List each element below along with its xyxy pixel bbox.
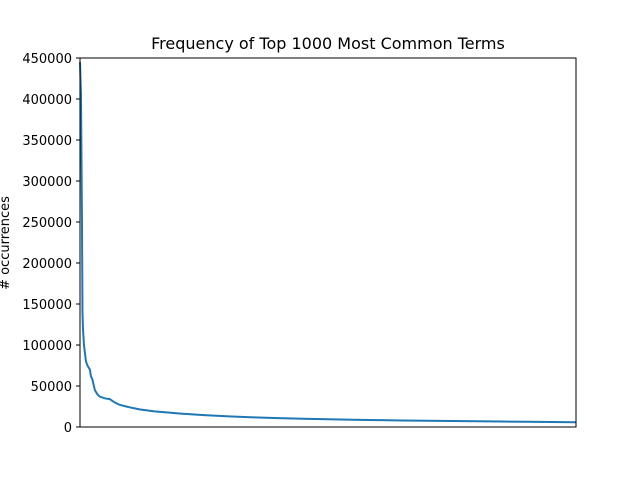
y-tick-label: 300000 xyxy=(22,175,72,190)
y-tick-label: 350000 xyxy=(22,134,72,149)
y-tick-label: 400000 xyxy=(22,93,72,108)
y-tick-label: 450000 xyxy=(22,52,72,67)
y-tick-label: 100000 xyxy=(22,339,72,354)
y-axis-label: # occurrences xyxy=(0,196,13,290)
series-line xyxy=(79,62,576,424)
chart-title: Frequency of Top 1000 Most Common Terms xyxy=(151,34,505,53)
plot-frame xyxy=(79,57,577,428)
y-tick-label: 0 xyxy=(64,421,72,436)
y-tick-label: 200000 xyxy=(22,257,72,272)
y-tick-label: 250000 xyxy=(22,216,72,231)
y-tick-label: 50000 xyxy=(31,380,72,395)
y-tick-label: 150000 xyxy=(22,298,72,313)
y-axis-ticks: 0 50000 100000 150000 200000 250000 300000 3500… xyxy=(22,52,80,436)
